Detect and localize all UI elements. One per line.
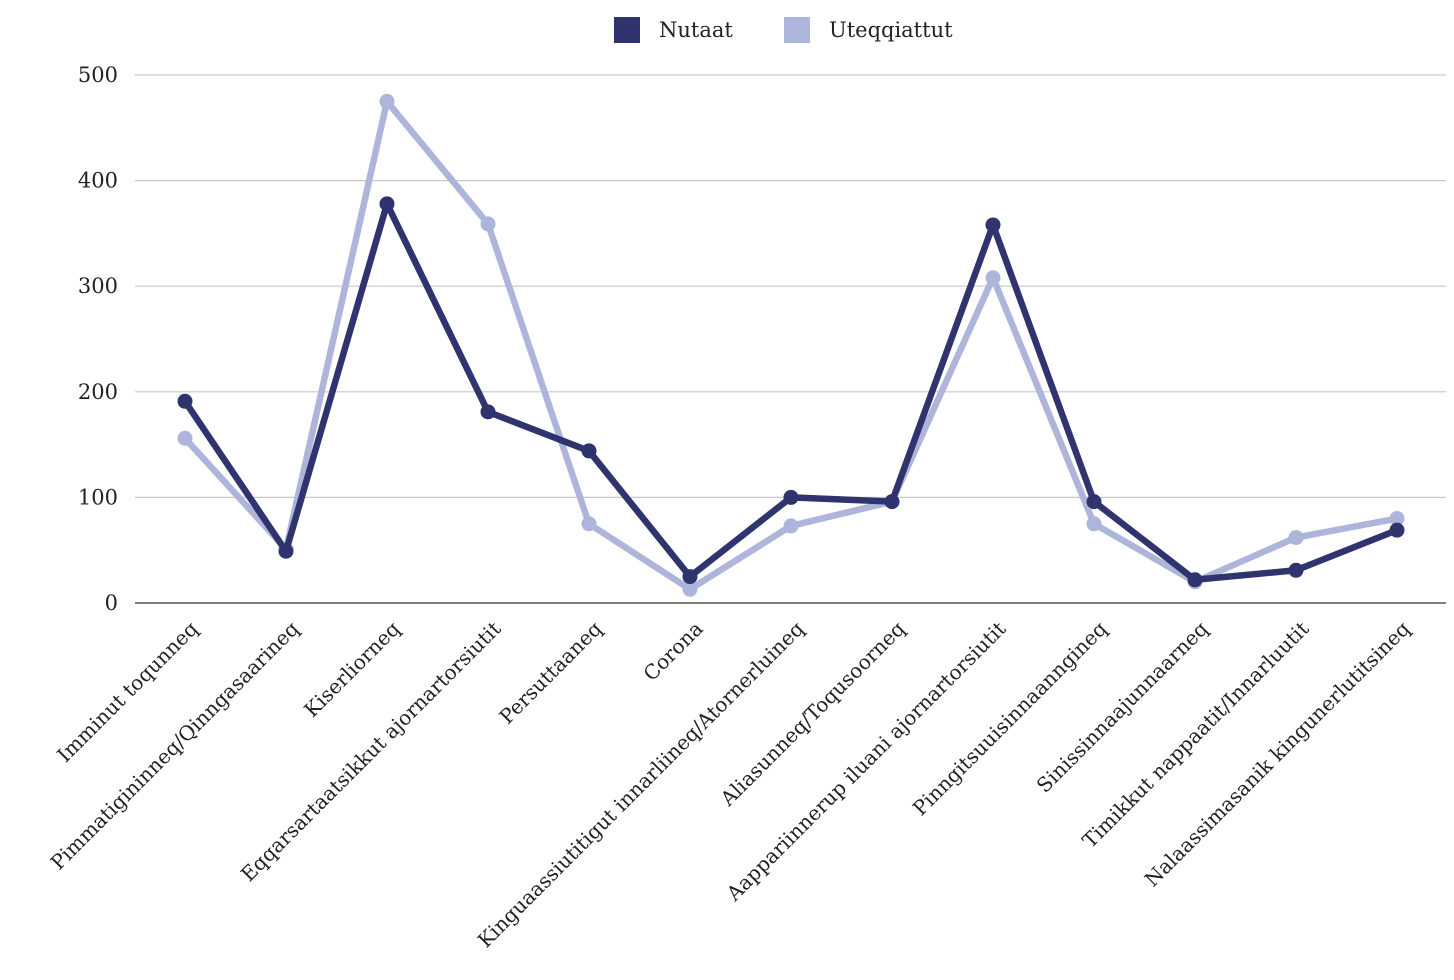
x-tick-label: Corona xyxy=(638,617,707,686)
data-point[interactable] xyxy=(480,216,496,232)
y-tick-label: 0 xyxy=(105,591,118,615)
data-point[interactable] xyxy=(1187,572,1203,588)
data-point[interactable] xyxy=(1086,516,1102,532)
x-tick-label: Timikkut nappaatit/Innarluutit xyxy=(1077,617,1313,853)
gridlines xyxy=(135,74,1446,604)
x-axis: Imminut toqunneqPimmatigininneq/Qinngasa… xyxy=(46,616,1415,952)
x-tick-label: Sinissinnaajunnaarneq xyxy=(1032,616,1213,797)
data-point[interactable] xyxy=(985,270,1001,286)
data-point[interactable] xyxy=(1288,562,1304,578)
data-point[interactable] xyxy=(985,217,1001,233)
legend-label: Nutaat xyxy=(659,18,733,42)
data-point[interactable] xyxy=(682,581,698,597)
x-tick-label: Aliasunneq/Toqusoorneq xyxy=(715,616,910,811)
y-axis: 0 100 200 300 400 500 xyxy=(78,63,118,615)
data-point[interactable] xyxy=(581,516,597,532)
data-point[interactable] xyxy=(177,393,193,409)
legend-swatch xyxy=(614,17,640,43)
y-tick-label: 300 xyxy=(78,274,118,298)
x-tick-label: Kiserliorneq xyxy=(299,616,404,721)
y-tick-label: 100 xyxy=(78,485,118,509)
legend-swatch xyxy=(784,17,810,43)
data-point[interactable] xyxy=(1086,494,1102,510)
legend: Nutaat Uteqqiattut xyxy=(614,17,953,43)
series-nutaat xyxy=(177,196,1405,588)
data-point[interactable] xyxy=(682,569,698,585)
data-point[interactable] xyxy=(1288,530,1304,546)
series-uteqqiattut xyxy=(177,93,1405,597)
data-point[interactable] xyxy=(884,494,900,510)
data-point[interactable] xyxy=(783,518,799,534)
data-point[interactable] xyxy=(581,443,597,459)
series-group xyxy=(177,93,1405,597)
data-point[interactable] xyxy=(783,489,799,505)
y-tick-label: 500 xyxy=(78,63,118,87)
data-point[interactable] xyxy=(379,93,395,109)
x-tick-label: Pinngitsuuisinnaanngineq xyxy=(908,616,1112,820)
data-point[interactable] xyxy=(1389,522,1405,538)
data-point[interactable] xyxy=(1389,511,1405,527)
legend-item-nutaat[interactable]: Nutaat xyxy=(614,17,733,43)
series-line xyxy=(181,98,1401,593)
y-tick-label: 400 xyxy=(78,169,118,193)
data-point[interactable] xyxy=(379,196,395,212)
legend-label: Uteqqiattut xyxy=(829,18,953,42)
x-tick-label: Persuttaaneq xyxy=(494,616,606,728)
data-point[interactable] xyxy=(480,404,496,420)
data-point[interactable] xyxy=(278,543,294,559)
legend-item-uteqqiattut[interactable]: Uteqqiattut xyxy=(784,17,953,43)
y-tick-label: 200 xyxy=(78,380,118,404)
data-point[interactable] xyxy=(177,430,193,446)
